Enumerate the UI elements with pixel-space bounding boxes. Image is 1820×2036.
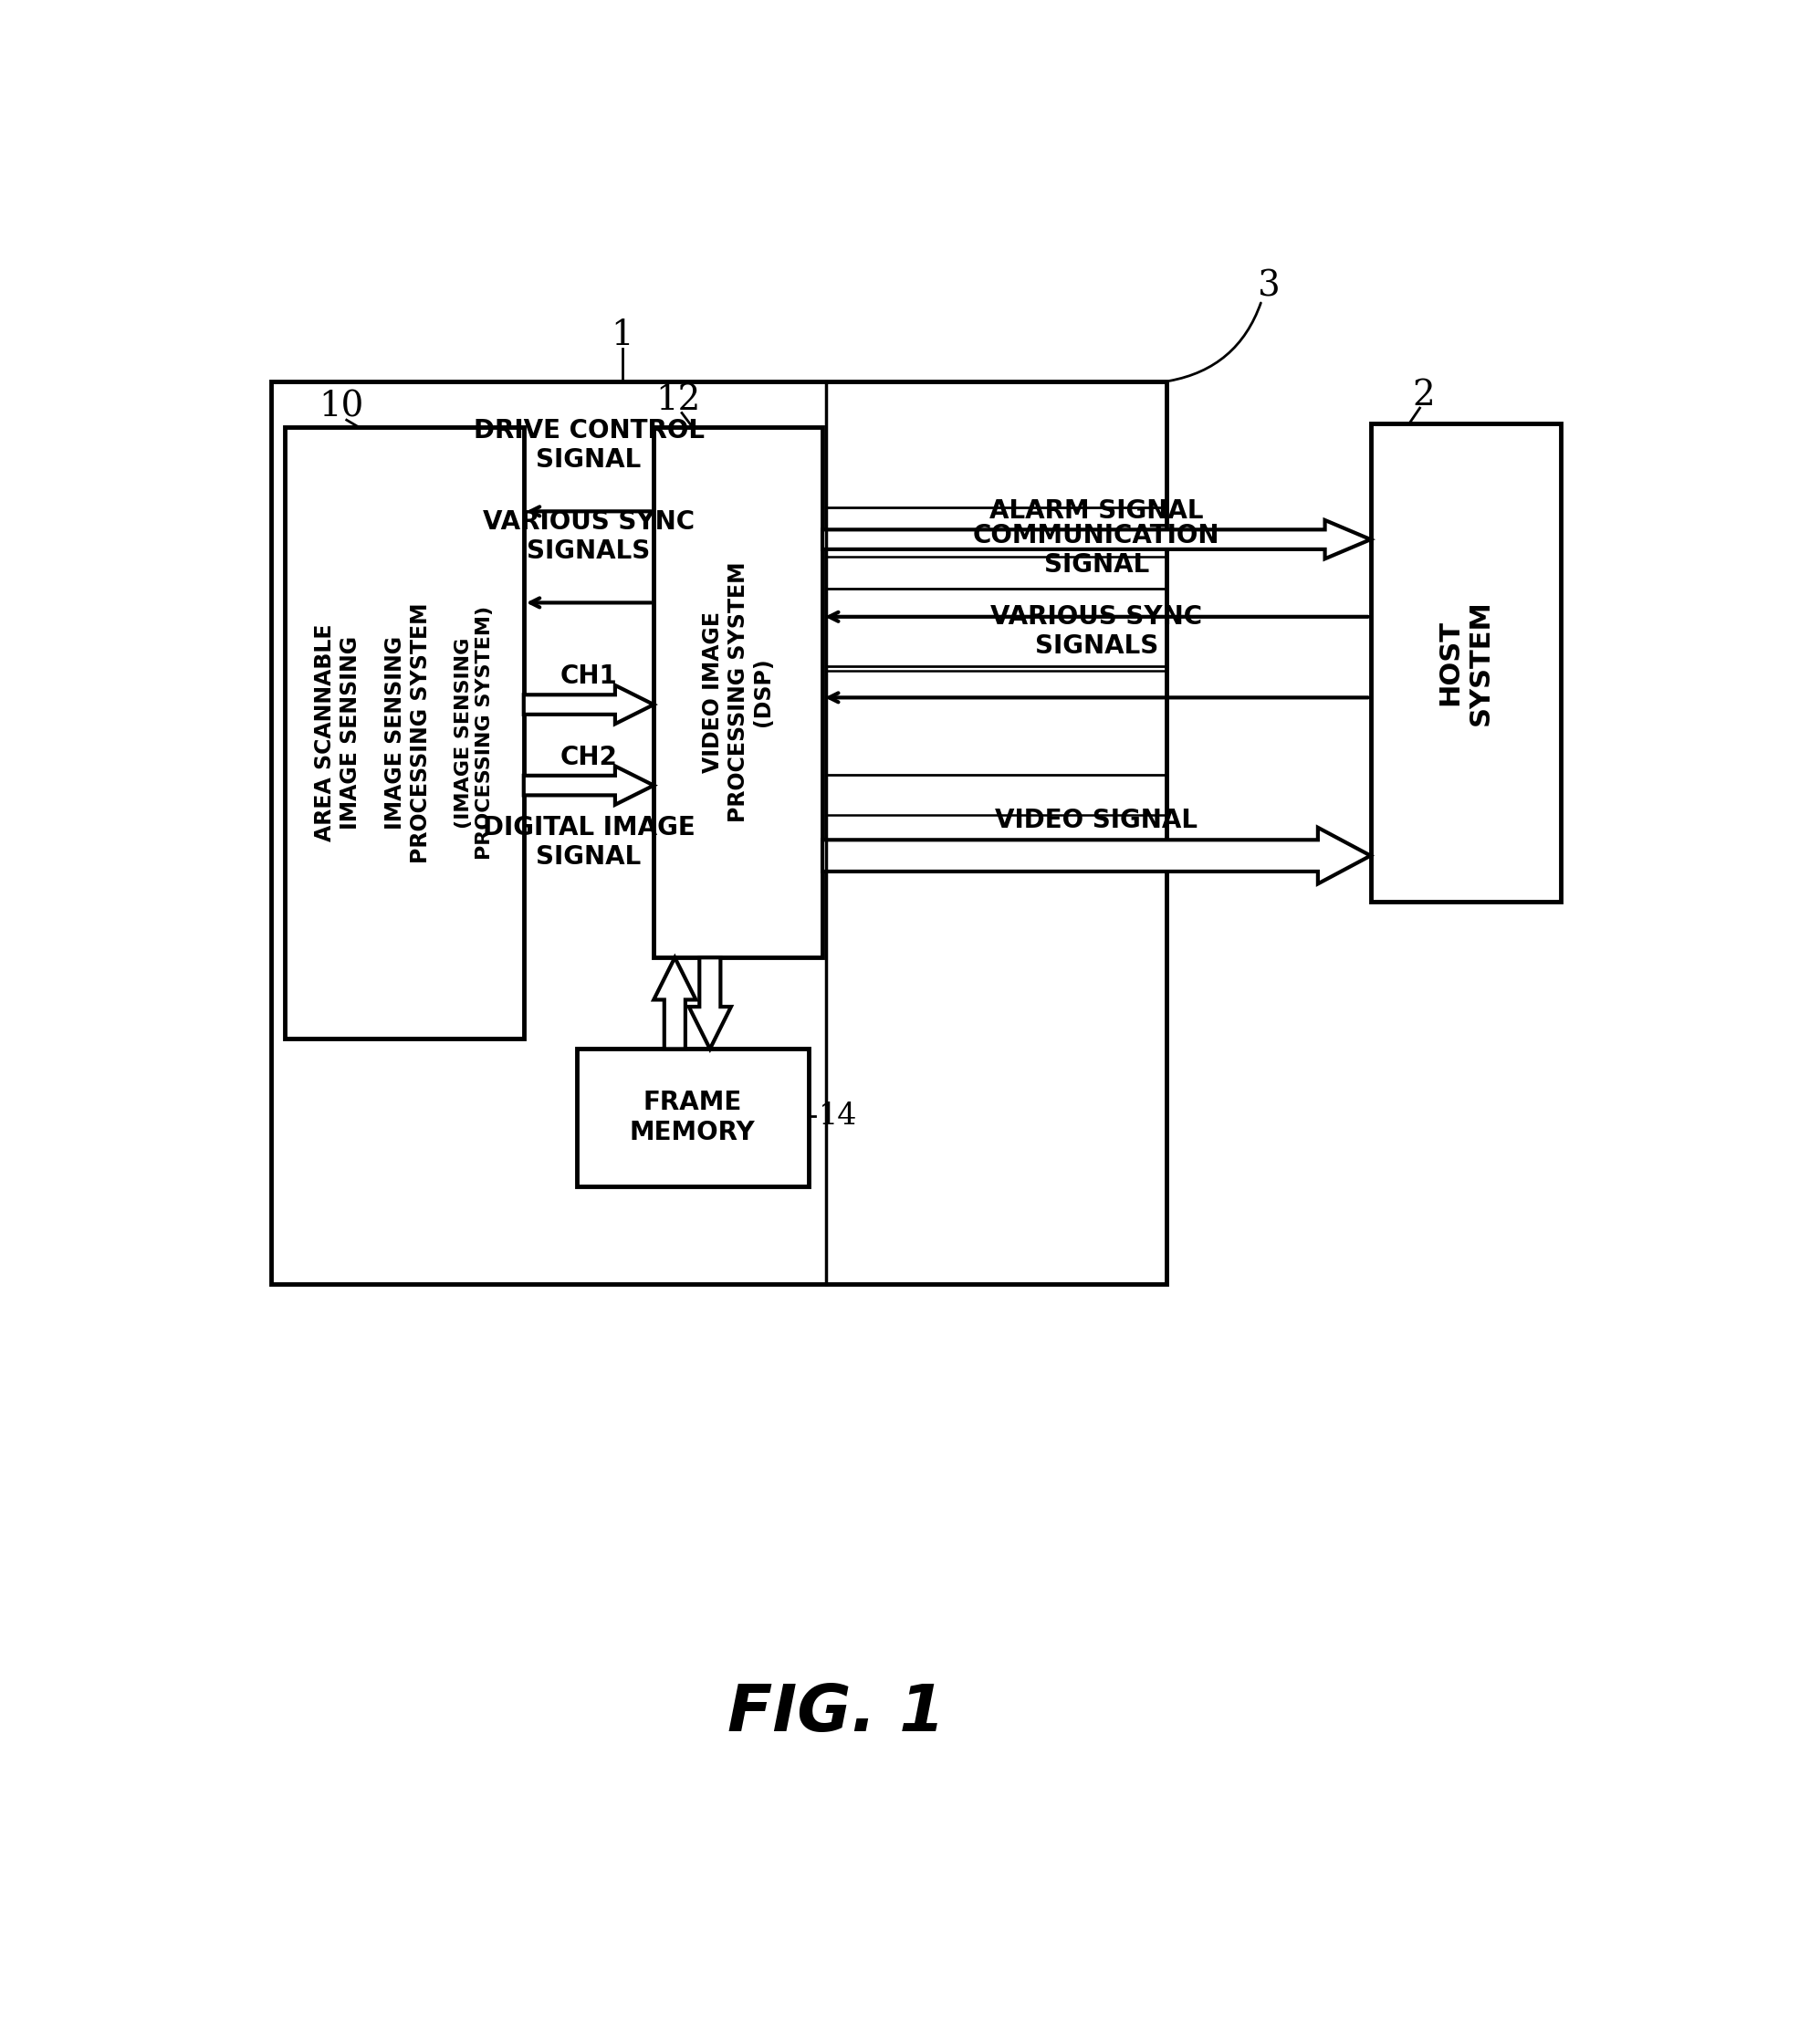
Text: CH2: CH2 bbox=[561, 745, 617, 770]
Text: IMAGE SENSING
PROCESSING SYSTEM: IMAGE SENSING PROCESSING SYSTEM bbox=[384, 603, 431, 863]
Text: (IMAGE SENSING
PROCESSING SYSTEM): (IMAGE SENSING PROCESSING SYSTEM) bbox=[455, 607, 495, 859]
Polygon shape bbox=[690, 957, 732, 1049]
Text: HOST
SYSTEM: HOST SYSTEM bbox=[1438, 599, 1494, 725]
Polygon shape bbox=[524, 766, 653, 804]
Bar bbox=[577, 1049, 808, 1185]
Bar bbox=[284, 428, 524, 1038]
Text: 3: 3 bbox=[1258, 269, 1279, 303]
Text: DIGITAL IMAGE
SIGNAL: DIGITAL IMAGE SIGNAL bbox=[482, 814, 695, 869]
Text: FRAME
MEMORY: FRAME MEMORY bbox=[630, 1089, 755, 1144]
Text: VIDEO IMAGE
PROCESSING SYSTEM
(DSP): VIDEO IMAGE PROCESSING SYSTEM (DSP) bbox=[703, 562, 773, 823]
Polygon shape bbox=[524, 686, 653, 725]
Text: FIG. 1: FIG. 1 bbox=[728, 1682, 945, 1745]
Text: 12: 12 bbox=[655, 383, 701, 417]
Polygon shape bbox=[653, 957, 695, 1049]
Text: DRIVE CONTROL
SIGNAL: DRIVE CONTROL SIGNAL bbox=[473, 417, 704, 472]
Text: VARIOUS SYNC
SIGNALS: VARIOUS SYNC SIGNALS bbox=[482, 509, 695, 564]
Text: CH1: CH1 bbox=[561, 664, 617, 688]
Text: AREA SCANNABLE
IMAGE SENSING: AREA SCANNABLE IMAGE SENSING bbox=[313, 623, 360, 841]
Polygon shape bbox=[823, 519, 1370, 558]
Text: VIDEO SIGNAL: VIDEO SIGNAL bbox=[996, 808, 1198, 833]
Text: 2: 2 bbox=[1412, 379, 1434, 411]
Bar bbox=[271, 381, 1167, 1285]
Text: ALARM SIGNAL: ALARM SIGNAL bbox=[990, 499, 1203, 523]
Text: 1: 1 bbox=[612, 320, 633, 352]
Text: 10: 10 bbox=[318, 391, 364, 423]
Bar bbox=[653, 428, 823, 957]
Text: VARIOUS SYNC
SIGNALS: VARIOUS SYNC SIGNALS bbox=[990, 605, 1203, 660]
Text: COMMUNICATION
SIGNAL: COMMUNICATION SIGNAL bbox=[974, 523, 1219, 578]
Text: 14: 14 bbox=[819, 1101, 857, 1130]
Polygon shape bbox=[823, 827, 1370, 884]
Bar bbox=[1370, 423, 1560, 902]
